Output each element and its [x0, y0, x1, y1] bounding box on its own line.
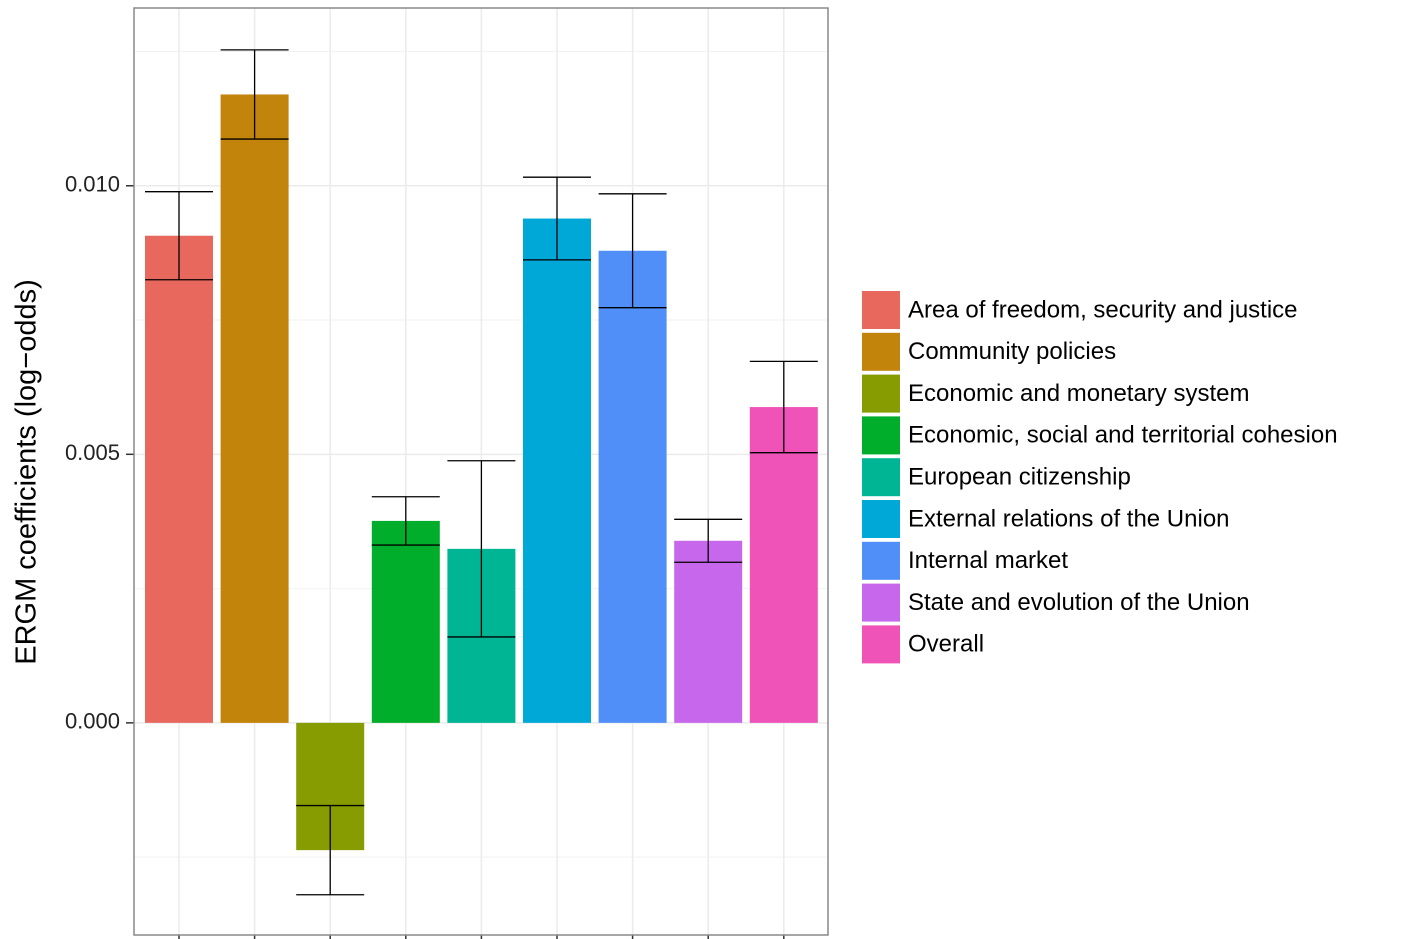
legend-key: [862, 500, 900, 538]
legend-key: [862, 291, 900, 329]
legend-key: [862, 374, 900, 413]
bar: [371, 520, 440, 723]
legend-label: Economic, social and territorial cohesio…: [908, 422, 1338, 449]
legend-label: Overall: [908, 631, 984, 658]
legend-key: [862, 541, 900, 580]
legend-label: Internal market: [908, 547, 1068, 574]
legend-key: [862, 458, 900, 497]
legend-label: State and evolution of the Union: [908, 589, 1250, 616]
bar: [674, 540, 743, 723]
bar: [749, 407, 818, 723]
bar: [145, 235, 213, 723]
legend-label: External relations of the Union: [908, 505, 1230, 532]
bar: [220, 94, 289, 723]
legend-label: Economic and monetary system: [908, 380, 1249, 407]
legend-key: [862, 625, 900, 664]
y-tick-label: 0.005: [65, 440, 120, 465]
bar: [523, 218, 591, 723]
legend-label: Community policies: [908, 338, 1116, 365]
legend-label: Area of freedom, security and justice: [908, 296, 1298, 323]
y-axis-label: ERGM coefficients (log−odds): [11, 279, 43, 665]
y-tick-label: 0.010: [65, 172, 120, 197]
legend-key: [862, 416, 900, 455]
panel-border: [133, 7, 829, 936]
legend-key: [862, 332, 900, 371]
y-tick-label: 0.000: [65, 709, 120, 734]
legend-key: [862, 583, 900, 622]
legend-label: European citizenship: [908, 464, 1131, 491]
bar: [598, 250, 667, 723]
